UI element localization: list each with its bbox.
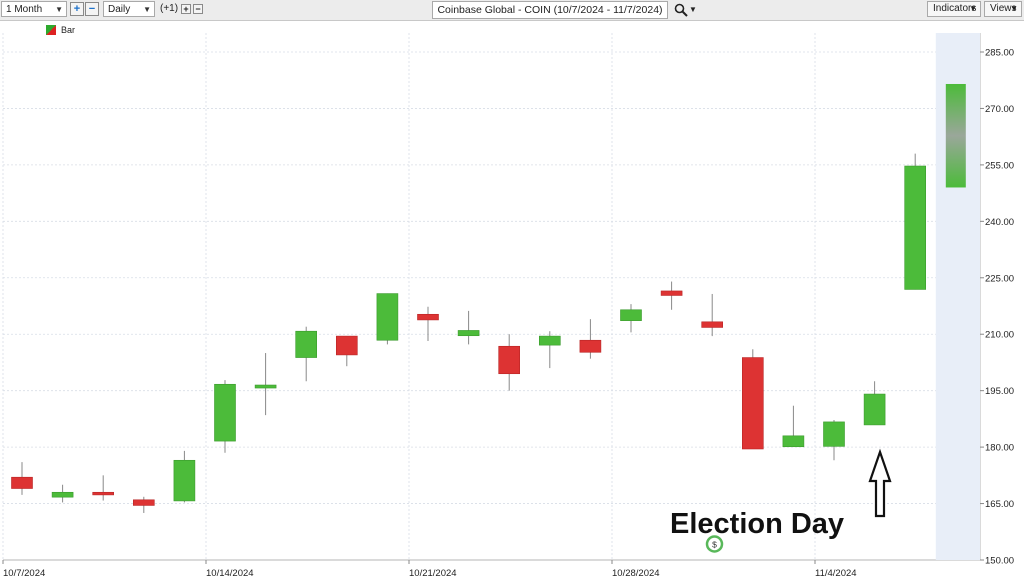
chevron-down-icon: ▼ [969, 4, 977, 13]
candle-body [133, 499, 155, 506]
candle[interactable] [498, 334, 521, 391]
candle-body [863, 393, 886, 426]
chevron-down-icon: ▼ [143, 5, 151, 14]
zoom-out-button[interactable]: − [85, 2, 99, 16]
candle-body [782, 435, 805, 448]
zoom-in-button[interactable]: + [70, 2, 84, 16]
candle[interactable] [335, 335, 358, 367]
period-value: 1 Month [6, 4, 43, 15]
candle[interactable] [92, 475, 114, 501]
projection-bar[interactable] [945, 83, 966, 188]
candle-body [823, 421, 845, 447]
candle-body [92, 491, 114, 496]
candle-body [498, 345, 521, 375]
candles [11, 83, 966, 513]
y-tick-label: 150.00 [985, 556, 1014, 567]
candle-body [335, 335, 358, 356]
search-dropdown-icon[interactable]: ▼ [689, 5, 697, 14]
candle-body [417, 313, 439, 321]
chart-legend: Bar [46, 25, 75, 35]
y-tick-label: 165.00 [985, 499, 1014, 510]
candle-body [660, 290, 683, 296]
x-tick-label: 10/7/2024 [3, 568, 45, 579]
offset-increase-button[interactable]: + [181, 4, 191, 14]
candle[interactable] [133, 496, 155, 513]
candle-body [457, 330, 480, 337]
candle[interactable] [417, 306, 439, 341]
bar-legend-swatch [46, 25, 56, 35]
candle[interactable] [741, 349, 764, 450]
y-tick-label: 180.00 [985, 443, 1014, 454]
offset-decrease-button[interactable]: − [193, 4, 203, 14]
candle[interactable] [782, 405, 805, 448]
x-tick-label: 10/14/2024 [206, 568, 254, 579]
y-tick-label: 210.00 [985, 330, 1014, 341]
y-tick-label: 240.00 [985, 217, 1014, 228]
election-annotation: Election Day $ [670, 448, 892, 553]
candle-body [376, 293, 399, 341]
up-arrow-icon [868, 448, 892, 518]
x-axis: 10/7/2024 10/14/2024 10/21/2024 10/28/2024 1… [2, 560, 857, 579]
candle-body [254, 384, 277, 389]
candle[interactable] [295, 326, 318, 382]
views-label: Views [990, 3, 1017, 14]
toolbar: 1 Month ▼ + − Daily ▼ (+1) + − Coinbase … [0, 0, 1024, 21]
search-icon[interactable] [674, 3, 688, 17]
x-tick-label: 11/4/2024 [815, 568, 857, 579]
candle-body [173, 459, 196, 502]
candle-body [51, 491, 74, 498]
candle[interactable] [173, 450, 196, 503]
chevron-down-icon: ▼ [55, 5, 63, 14]
period-select[interactable]: 1 Month ▼ [1, 1, 67, 17]
candle[interactable] [254, 353, 277, 416]
candle[interactable] [376, 293, 399, 345]
y-tick-label: 285.00 [985, 48, 1014, 59]
candle-body [620, 309, 642, 321]
x-tick-label: 10/21/2024 [409, 568, 457, 579]
legend-label: Bar [61, 25, 76, 35]
candle-body [11, 476, 33, 489]
candle-body [701, 321, 724, 328]
y-axis: 150.00 165.00 180.00 195.00 210.00 225.00 240.… [980, 48, 1014, 567]
candle[interactable] [457, 310, 480, 345]
candle[interactable] [701, 293, 724, 337]
candle[interactable] [538, 331, 561, 369]
interval-select[interactable]: Daily ▼ [103, 1, 155, 17]
candle-body [295, 330, 318, 358]
candle-body [904, 165, 927, 290]
indicators-button[interactable]: Indicators ▼ [927, 1, 981, 17]
candle[interactable] [11, 462, 33, 495]
candle[interactable] [904, 153, 927, 290]
candle[interactable] [660, 281, 683, 310]
views-button[interactable]: Views ▼ [984, 1, 1022, 17]
chevron-down-icon: ▼ [1010, 4, 1018, 13]
offset-label: (+1) [160, 3, 179, 14]
symbol-title-input[interactable]: Coinbase Global - COIN (10/7/2024 - 11/7… [432, 1, 668, 19]
candle-body [214, 383, 236, 442]
event-marker-text: $ [712, 540, 717, 550]
y-tick-label: 225.00 [985, 273, 1014, 284]
candle-body [579, 339, 602, 353]
candle[interactable] [620, 304, 642, 333]
x-tick-label: 10/28/2024 [612, 568, 660, 579]
candle[interactable] [863, 381, 886, 426]
election-day-label: Election Day [670, 508, 844, 540]
candle[interactable] [823, 420, 845, 461]
y-tick-label: 255.00 [985, 160, 1014, 171]
chart-grid [2, 33, 981, 561]
y-tick-label: 270.00 [985, 104, 1014, 115]
candle[interactable] [51, 484, 74, 503]
dividend-event-icon[interactable] [705, 535, 724, 553]
y-tick-label: 195.00 [985, 386, 1014, 397]
interval-value: Daily [108, 4, 131, 15]
candle-body [741, 357, 764, 450]
candle-body [538, 335, 561, 346]
candle[interactable] [214, 380, 236, 453]
indicators-label: Indicators [933, 3, 977, 14]
candle[interactable] [579, 319, 602, 359]
